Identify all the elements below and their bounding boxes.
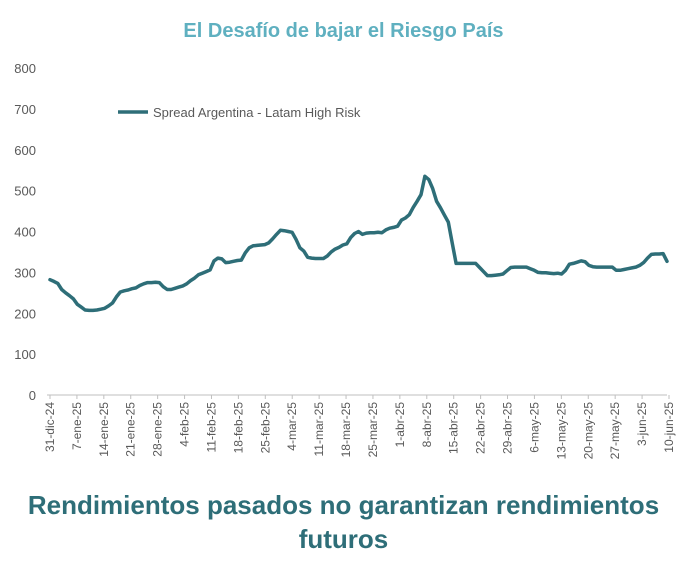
y-tick-label: 500 — [14, 184, 36, 199]
x-tick-label: 3-jun-25 — [635, 402, 649, 446]
x-tick-label: 18-mar-25 — [339, 402, 353, 458]
legend-label: Spread Argentina - Latam High Risk — [153, 105, 361, 120]
disclaimer-text: Rendimientos pasados no garantizan rendi… — [0, 488, 687, 556]
x-tick-label: 14-ene-25 — [97, 402, 111, 457]
y-tick-label: 400 — [14, 225, 36, 240]
disclaimer-line-1: Rendimientos pasados no garantizan rendi… — [27, 490, 660, 520]
x-tick-label: 18-feb-25 — [231, 402, 245, 454]
line-chart: 0 100 200 300 400 500 600 700 800 31-dic-24 7-ene-… — [14, 61, 676, 460]
x-tick-label: 27-may-25 — [608, 402, 622, 460]
x-tick-label: 11-mar-25 — [312, 402, 326, 457]
series-line — [48, 174, 669, 313]
y-tick-label: 600 — [14, 143, 36, 158]
x-tick-label: 21-ene-25 — [124, 402, 138, 457]
x-tick-label: 11-feb-25 — [204, 402, 218, 453]
x-tick-label: 31-dic-24 — [43, 402, 57, 452]
x-tick-label: 28-ene-25 — [151, 402, 165, 457]
x-tick-label: 25-mar-25 — [366, 402, 380, 458]
x-tick-label: 7-ene-25 — [70, 402, 84, 450]
disclaimer-line-2: futuros — [298, 524, 389, 554]
y-tick-label: 700 — [14, 102, 36, 117]
x-tick-label: 20-may-25 — [581, 402, 595, 460]
chart-title: El Desafío de bajar el Riesgo País — [183, 20, 504, 42]
x-tick-label: 22-abr-25 — [474, 402, 488, 454]
y-tick-label: 800 — [14, 61, 36, 76]
x-tick-label: 6-may-25 — [527, 402, 541, 453]
x-tick-label: 4-mar-25 — [285, 402, 299, 451]
x-tick-label: 8-abr-25 — [420, 402, 434, 448]
y-tick-label: 200 — [14, 306, 36, 321]
y-tick-label: 0 — [29, 388, 36, 403]
x-tick-label: 1-abr-25 — [393, 402, 407, 448]
x-tick-label: 4-feb-25 — [178, 402, 192, 447]
x-tick-label: 15-abr-25 — [447, 402, 461, 454]
y-tick-label: 100 — [14, 347, 36, 362]
x-tick-label: 29-abr-25 — [501, 402, 515, 454]
x-tick-label: 10-jun-25 — [662, 402, 676, 453]
y-tick-label: 300 — [14, 265, 36, 280]
x-tick-label: 25-feb-25 — [258, 402, 272, 454]
x-tick-label: 13-may-25 — [554, 402, 568, 460]
